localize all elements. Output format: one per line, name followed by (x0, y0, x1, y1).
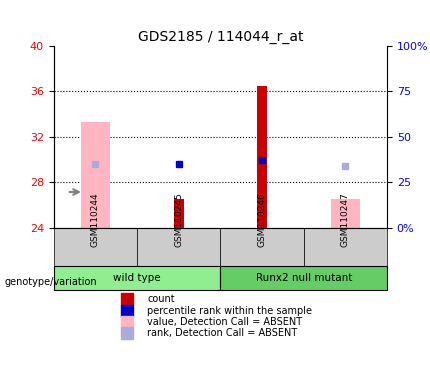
Text: wild type: wild type (113, 273, 161, 283)
Text: GSM110244: GSM110244 (91, 192, 100, 247)
Bar (54, 228, 137, 266)
Text: count: count (147, 294, 175, 304)
Bar (174, 199, 184, 228)
Bar (304, 228, 387, 266)
Bar (220, 228, 304, 266)
Text: percentile rank within the sample: percentile rank within the sample (147, 306, 312, 316)
Text: rank, Detection Call = ABSENT: rank, Detection Call = ABSENT (147, 328, 297, 338)
Text: GSM110245: GSM110245 (174, 192, 183, 247)
Bar (81, 122, 110, 228)
Text: genotype/variation: genotype/variation (4, 277, 97, 287)
Text: Runx2 null mutant: Runx2 null mutant (255, 273, 352, 283)
Text: GSM110247: GSM110247 (341, 192, 350, 247)
Text: value, Detection Call = ABSENT: value, Detection Call = ABSENT (147, 317, 302, 327)
Bar (257, 86, 267, 228)
Bar (54, 266, 220, 290)
Bar (137, 228, 220, 266)
Bar (331, 199, 360, 228)
Text: GSM110246: GSM110246 (258, 192, 267, 247)
Title: GDS2185 / 114044_r_at: GDS2185 / 114044_r_at (138, 30, 303, 44)
Bar (220, 266, 387, 290)
